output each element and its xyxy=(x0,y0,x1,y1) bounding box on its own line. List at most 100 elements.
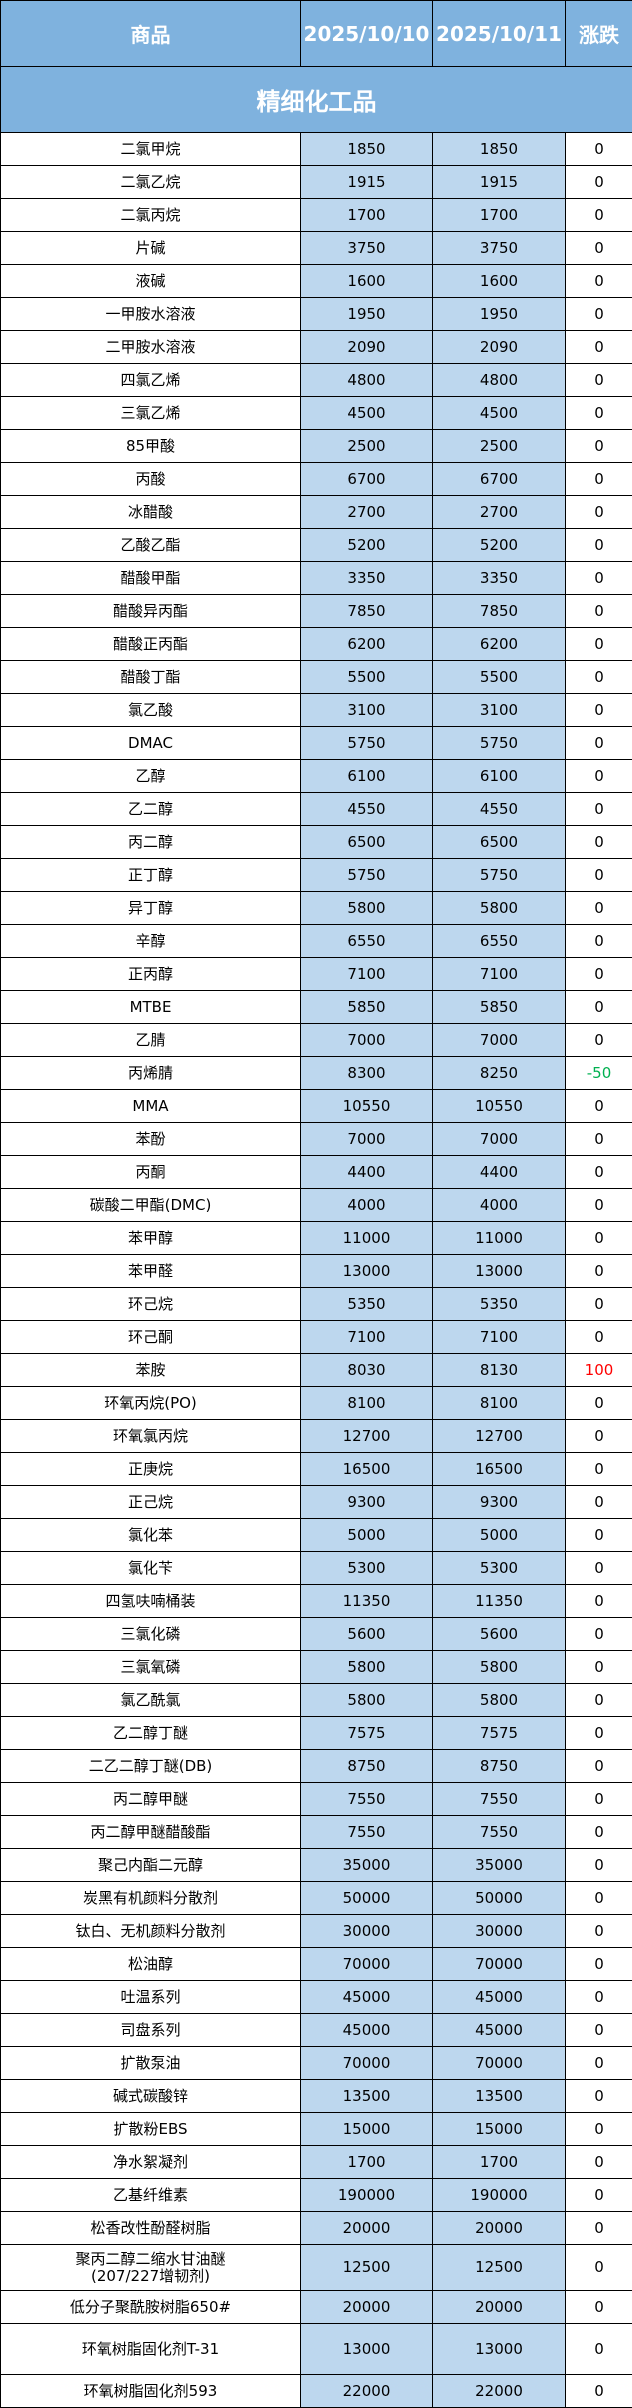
table-row: 苯胺 8030 8130 100 xyxy=(0,1353,632,1387)
table-row: 苯酚 7000 7000 0 xyxy=(0,1122,632,1156)
price-date1: 1915 xyxy=(300,165,433,199)
product-name: 苯甲醇 xyxy=(0,1221,301,1255)
price-date2: 2500 xyxy=(432,429,566,463)
price-date1: 8750 xyxy=(300,1749,433,1783)
price-date1: 12500 xyxy=(300,2244,433,2291)
price-date2: 7575 xyxy=(432,1716,566,1750)
price-date2: 5350 xyxy=(432,1287,566,1321)
product-name: 丙酮 xyxy=(0,1155,301,1189)
price-date1: 4000 xyxy=(300,1188,433,1222)
product-name: 氯乙酰氯 xyxy=(0,1683,301,1717)
product-name: 二氯乙烷 xyxy=(0,165,301,199)
table-row: 异丁醇 5800 5800 0 xyxy=(0,891,632,925)
product-name: 聚己内酯二元醇 xyxy=(0,1848,301,1882)
header-row: 商品 2025/10/10 2025/10/11 涨跌 xyxy=(0,0,632,67)
table-row: 正丁醇 5750 5750 0 xyxy=(0,858,632,892)
price-change: 0 xyxy=(565,1881,632,1915)
price-change: 0 xyxy=(565,1650,632,1684)
price-date2: 12500 xyxy=(432,2244,566,2291)
price-date1: 1700 xyxy=(300,198,433,232)
price-date1: 30000 xyxy=(300,1914,433,1948)
price-change: 0 xyxy=(565,594,632,628)
table-row: 扩散泵油 70000 70000 0 xyxy=(0,2046,632,2080)
product-name: 氯化苄 xyxy=(0,1551,301,1585)
price-date2: 8250 xyxy=(432,1056,566,1090)
table-row: 聚丙二醇二缩水甘油醚 (207/227增韧剂) 12500 12500 0 xyxy=(0,2244,632,2291)
price-date1: 45000 xyxy=(300,2013,433,2047)
price-date2: 6500 xyxy=(432,825,566,859)
price-change: 0 xyxy=(565,1386,632,1420)
price-change: 0 xyxy=(565,1287,632,1321)
product-name: 乙基纤维素 xyxy=(0,2178,301,2212)
price-date1: 6200 xyxy=(300,627,433,661)
price-change: 0 xyxy=(565,1452,632,1486)
price-date2: 13000 xyxy=(432,1254,566,1288)
price-date2: 8130 xyxy=(432,1353,566,1387)
table-row: 环己烷 5350 5350 0 xyxy=(0,1287,632,1321)
price-change: 0 xyxy=(565,924,632,958)
price-date1: 1700 xyxy=(300,2145,433,2179)
product-name: 碳酸二甲酯(DMC) xyxy=(0,1188,301,1222)
price-date1: 5750 xyxy=(300,858,433,892)
price-date1: 6100 xyxy=(300,759,433,793)
price-date1: 1950 xyxy=(300,297,433,331)
product-name: 异丁醇 xyxy=(0,891,301,925)
product-name: 四氢呋喃桶装 xyxy=(0,1584,301,1618)
price-date2: 16500 xyxy=(432,1452,566,1486)
product-name: 正庚烷 xyxy=(0,1452,301,1486)
product-name: 三氯化磷 xyxy=(0,1617,301,1651)
table-row: 四氢呋喃桶装 11350 11350 0 xyxy=(0,1584,632,1618)
product-name: 炭黑有机颜料分散剂 xyxy=(0,1881,301,1915)
price-date1: 8100 xyxy=(300,1386,433,1420)
price-change: 0 xyxy=(565,1914,632,1948)
table-row: 四氯乙烯 4800 4800 0 xyxy=(0,363,632,397)
price-date1: 5350 xyxy=(300,1287,433,1321)
price-date2: 2090 xyxy=(432,330,566,364)
price-change: 0 xyxy=(565,462,632,496)
table-row: 环氧丙烷(PO) 8100 8100 0 xyxy=(0,1386,632,1420)
price-change: 0 xyxy=(565,825,632,859)
table-row: 正丙醇 7100 7100 0 xyxy=(0,957,632,991)
product-name: 二甲胺水溶液 xyxy=(0,330,301,364)
price-change: 0 xyxy=(565,1188,632,1222)
price-change: 0 xyxy=(565,2046,632,2080)
table-row: 醋酸丁酯 5500 5500 0 xyxy=(0,660,632,694)
table-row: 辛醇 6550 6550 0 xyxy=(0,924,632,958)
price-change: 0 xyxy=(565,1683,632,1717)
price-date2: 5600 xyxy=(432,1617,566,1651)
price-date2: 4500 xyxy=(432,396,566,430)
price-change: 0 xyxy=(565,1551,632,1585)
product-name: 二乙二醇丁醚(DB) xyxy=(0,1749,301,1783)
price-date2: 5800 xyxy=(432,1683,566,1717)
price-date1: 13000 xyxy=(300,1254,433,1288)
price-date1: 4500 xyxy=(300,396,433,430)
product-name: 丙烯腈 xyxy=(0,1056,301,1090)
product-name: MMA xyxy=(0,1089,301,1123)
table-row: 二氯丙烷 1700 1700 0 xyxy=(0,198,632,232)
product-name: 乙酸乙酯 xyxy=(0,528,301,562)
price-date2: 1850 xyxy=(432,132,566,166)
product-name: 三氯氧磷 xyxy=(0,1650,301,1684)
table-row: MTBE 5850 5850 0 xyxy=(0,990,632,1024)
product-name: 苯酚 xyxy=(0,1122,301,1156)
price-date1: 5600 xyxy=(300,1617,433,1651)
product-name: 环氧氯丙烷 xyxy=(0,1419,301,1453)
price-date1: 7000 xyxy=(300,1023,433,1057)
product-name: 环氧树脂固化剂T-31 xyxy=(0,2323,301,2375)
price-date1: 7550 xyxy=(300,1815,433,1849)
table-row: 二氯甲烷 1850 1850 0 xyxy=(0,132,632,166)
table-row: 丙二醇甲醚醋酸酯 7550 7550 0 xyxy=(0,1815,632,1849)
price-change: 0 xyxy=(565,264,632,298)
price-change: 0 xyxy=(565,759,632,793)
price-change: 0 xyxy=(565,330,632,364)
price-date1: 3750 xyxy=(300,231,433,265)
price-date2: 1700 xyxy=(432,198,566,232)
table-row: 乙腈 7000 7000 0 xyxy=(0,1023,632,1057)
price-date2: 7850 xyxy=(432,594,566,628)
price-change: 0 xyxy=(565,1221,632,1255)
section-title: 精细化工品 xyxy=(0,66,632,133)
price-change: 0 xyxy=(565,561,632,595)
price-change: 0 xyxy=(565,2013,632,2047)
price-date2: 5300 xyxy=(432,1551,566,1585)
table-row: 吐温系列 45000 45000 0 xyxy=(0,1980,632,2014)
